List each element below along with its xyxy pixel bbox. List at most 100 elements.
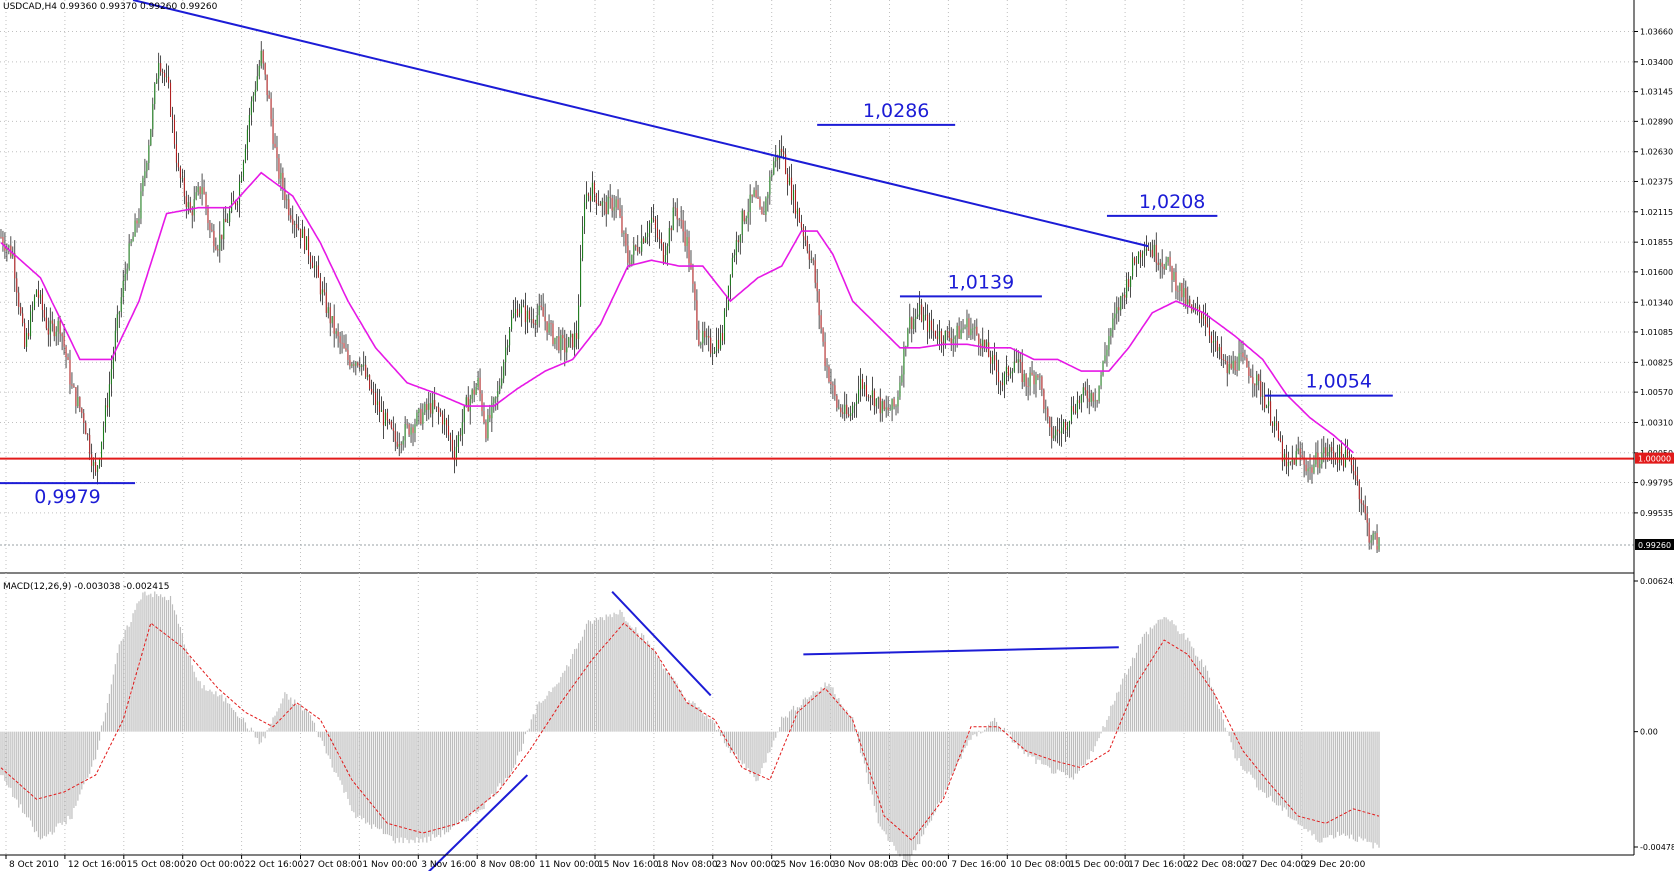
candle-bear [621,216,623,234]
candle-bull [26,332,28,347]
candle-bull [398,444,400,447]
candle-bear [1305,464,1307,472]
macd-hist-bar [1066,731,1069,776]
macd-hist-bar [832,687,834,732]
macd-hist-bar [599,616,601,732]
macd-hist-bar [930,731,933,821]
macd-hist-bar [903,731,905,860]
candle-bull [187,202,189,207]
macd-hist-bar [37,731,40,838]
macd-hist-bar [1191,646,1193,732]
macd-hist-bar [384,731,387,835]
candle-bear [1366,513,1368,523]
macd-hist-bar [473,731,475,811]
macd-hist-bar [221,694,223,732]
macd-hist-bar [1183,633,1185,732]
macd-hist-bar [89,731,91,774]
price-tick-label: 1.01340 [1640,298,1673,307]
candle-bear [1244,357,1246,359]
candle-bull [672,207,674,231]
macd-hist-bar [1329,731,1331,836]
macd-hist-bar [1372,731,1374,849]
candle-bear [75,387,77,407]
price-pane[interactable]: 1,0286 1,0208 1,0139 1,0054 0,9979 USDCAD,H4… [0,0,1634,573]
candle-bear [272,118,274,144]
candle-bull [731,257,733,275]
macd-hist-bar [197,680,199,732]
macd-hist-bar [461,731,463,823]
candle-bull [702,330,704,344]
macd-hist-bar [932,731,935,816]
candle-bull [1262,395,1264,397]
candle-bear [599,203,601,206]
candle-bear [221,234,223,240]
macd-hist-bar [1256,731,1258,788]
macd-hist-bar [313,722,316,732]
macd-hist-bar [737,731,739,761]
macd-hist-bar [315,731,318,732]
candle-bull [49,320,51,335]
candle-bull [487,415,489,439]
candle-bear [95,461,97,473]
macd-hist-bar [284,692,286,732]
candle-bear [759,198,761,208]
macd-hist-bar [185,648,187,732]
macd-hist-bar [1088,731,1090,760]
macd-hist-bar [1068,731,1071,779]
macd-hist-bar [1210,686,1213,732]
time-tick-label: 8 Nov 08:00 [480,860,535,870]
macd-hist-bar [1035,731,1037,764]
candle-bear [1171,266,1173,281]
macd-hist-bar [4,731,6,781]
candle-bear [1254,383,1256,386]
candle-bull [144,171,146,179]
macd-hist-bar [207,690,209,732]
macd-hist-bar [489,731,491,800]
macd-pane[interactable]: MACD(12,26,9) -0.003038 -0.002415 [0,573,1380,873]
candle-bear [406,423,408,425]
candle-bull [714,351,716,354]
descending-trendline[interactable] [132,0,1149,248]
macd-hist-bar [865,731,868,773]
candle-bull [796,208,798,215]
macd-hist-bar [193,671,195,732]
candle-bull [938,331,940,340]
candle-bear [597,203,599,205]
candle-bull [773,161,775,175]
candle-bull [1374,532,1376,534]
candle-bull [1055,429,1057,436]
macd-hist-bar [1173,624,1175,732]
candle-bull [156,78,158,84]
macd-hist-bar [589,621,592,732]
macd-hist-bar [475,731,477,814]
candle-bull [1066,426,1069,431]
macd-hist-bar [371,731,373,829]
candle-bear [371,388,373,392]
candle-bull [729,274,731,286]
candle-bull [623,233,625,234]
macd-hist-bar [962,731,964,753]
candle-bear [485,422,487,439]
macd-hist-bar [572,653,574,732]
candle-bear [999,382,1002,383]
macd-hist-bar [1175,625,1177,732]
macd-hist-bar [662,668,664,732]
candle-bear [4,244,6,251]
candle-bull [351,364,353,366]
macd-hist-bar [1171,620,1173,732]
macd-hist-bar [899,731,901,857]
candle-bull [928,320,931,332]
macd-hist-bar [302,710,304,732]
candle-bear [682,220,684,232]
candle-bear [307,236,310,256]
candle-bear [751,194,753,197]
macd-hist-bar [353,731,355,813]
macd-hist-bar [540,702,542,732]
macd-hist-bar [1167,619,1169,732]
macd-hist-bar [256,731,258,738]
candle-bull [1307,468,1309,472]
candle-bull [1319,464,1321,468]
candle-bear [1356,475,1358,481]
